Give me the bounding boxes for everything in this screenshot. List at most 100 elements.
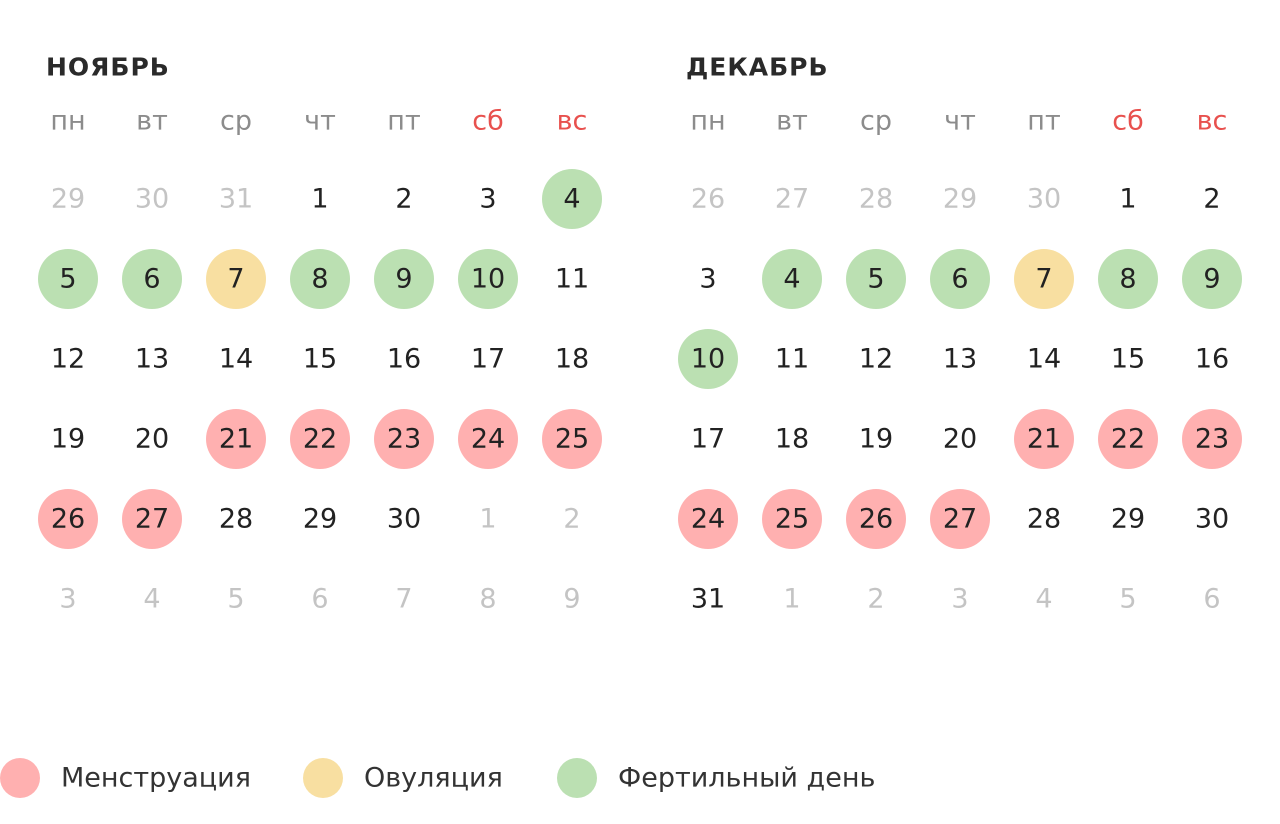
month-title: НОЯБРЬ <box>46 53 170 82</box>
day: 14 <box>219 344 253 375</box>
weekday: пт <box>1027 106 1060 137</box>
day-marker <box>290 409 350 469</box>
day: 6 <box>311 584 328 615</box>
weekday: сб <box>1112 106 1144 137</box>
day-marker <box>762 249 822 309</box>
day: 12 <box>859 344 893 375</box>
day-marker <box>38 249 98 309</box>
day: 17 <box>471 344 505 375</box>
legend-swatch <box>303 758 343 798</box>
day-marker <box>206 249 266 309</box>
day: 3 <box>951 584 968 615</box>
day: 4 <box>783 264 800 295</box>
day-marker <box>542 409 602 469</box>
day: 2 <box>867 584 884 615</box>
day: 28 <box>859 184 893 215</box>
day-marker <box>458 249 518 309</box>
day-marker <box>38 489 98 549</box>
day: 10 <box>691 344 725 375</box>
day-marker <box>374 249 434 309</box>
day: 30 <box>135 184 169 215</box>
day: 5 <box>227 584 244 615</box>
day: 30 <box>1027 184 1061 215</box>
weekday: ср <box>220 106 252 137</box>
day: 28 <box>219 504 253 535</box>
weekday: чт <box>944 106 976 137</box>
weekday: пн <box>50 106 85 137</box>
day-marker <box>290 249 350 309</box>
weekday: ср <box>860 106 892 137</box>
day-marker <box>678 489 738 549</box>
day: 12 <box>51 344 85 375</box>
day-marker <box>122 489 182 549</box>
day: 28 <box>1027 504 1061 535</box>
day: 11 <box>555 264 589 295</box>
day-marker <box>458 409 518 469</box>
weekday: чт <box>304 106 336 137</box>
day: 2 <box>395 184 412 215</box>
day: 26 <box>51 504 85 535</box>
day: 8 <box>479 584 496 615</box>
day: 7 <box>395 584 412 615</box>
day: 2 <box>563 504 580 535</box>
day: 22 <box>303 424 337 455</box>
weekday: пн <box>690 106 725 137</box>
day-marker <box>1182 249 1242 309</box>
day-marker <box>542 169 602 229</box>
day: 17 <box>691 424 725 455</box>
day: 21 <box>219 424 253 455</box>
day-marker <box>1098 249 1158 309</box>
day: 3 <box>59 584 76 615</box>
day: 7 <box>227 264 244 295</box>
day: 4 <box>563 184 580 215</box>
day: 29 <box>51 184 85 215</box>
day: 22 <box>1111 424 1145 455</box>
day: 15 <box>1111 344 1145 375</box>
day: 7 <box>1035 264 1052 295</box>
day: 5 <box>867 264 884 295</box>
day: 29 <box>1111 504 1145 535</box>
day: 10 <box>471 264 505 295</box>
day: 18 <box>775 424 809 455</box>
day: 25 <box>555 424 589 455</box>
day: 29 <box>303 504 337 535</box>
day-marker <box>1098 409 1158 469</box>
day-marker <box>122 249 182 309</box>
day: 24 <box>471 424 505 455</box>
day: 21 <box>1027 424 1061 455</box>
day: 8 <box>311 264 328 295</box>
weekday: вт <box>776 106 808 137</box>
day: 9 <box>563 584 580 615</box>
day: 4 <box>1035 584 1052 615</box>
weekday: вс <box>557 106 588 137</box>
day-marker <box>1182 409 1242 469</box>
day-marker <box>762 489 822 549</box>
day: 4 <box>143 584 160 615</box>
day-marker <box>930 249 990 309</box>
day: 24 <box>691 504 725 535</box>
weekday: вт <box>136 106 168 137</box>
day: 26 <box>859 504 893 535</box>
day: 1 <box>1119 184 1136 215</box>
day: 27 <box>775 184 809 215</box>
day: 20 <box>135 424 169 455</box>
day-marker <box>846 249 906 309</box>
legend-label: Овуляция <box>364 763 503 794</box>
day: 13 <box>943 344 977 375</box>
day: 11 <box>775 344 809 375</box>
day: 30 <box>387 504 421 535</box>
day: 19 <box>859 424 893 455</box>
day: 29 <box>943 184 977 215</box>
day: 3 <box>479 184 496 215</box>
day-marker <box>846 489 906 549</box>
day: 1 <box>479 504 496 535</box>
day: 5 <box>1119 584 1136 615</box>
day-marker <box>374 409 434 469</box>
day: 26 <box>691 184 725 215</box>
day: 1 <box>783 584 800 615</box>
day: 5 <box>59 264 76 295</box>
day: 6 <box>143 264 160 295</box>
day: 30 <box>1195 504 1229 535</box>
day: 8 <box>1119 264 1136 295</box>
day: 15 <box>303 344 337 375</box>
